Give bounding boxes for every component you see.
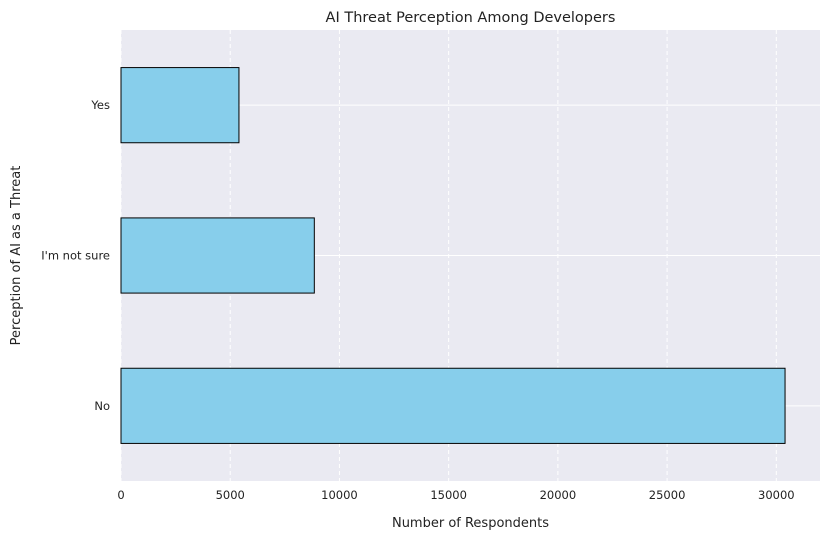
bars [120, 67, 786, 444]
y-tick-label: I'm not sure [41, 249, 110, 263]
bar-yes [120, 67, 240, 144]
x-tick-label: 30000 [758, 488, 795, 502]
bar-i-m-not-sure [120, 217, 315, 294]
y-tick-label: No [94, 399, 110, 413]
x-tick-label: 25000 [649, 488, 686, 502]
x-tick-label: 20000 [540, 488, 577, 502]
chart-title: AI Threat Perception Among Developers [326, 10, 616, 26]
y-tick-labels: Yes I'm not sure No [41, 98, 110, 413]
x-tick-label: 0 [117, 488, 124, 502]
y-tick-label: Yes [90, 98, 110, 112]
x-axis-label: Number of Respondents [392, 516, 549, 531]
x-tick-labels: 0 5000 10000 15000 20000 25000 30000 [117, 488, 794, 502]
bar-no [120, 367, 786, 444]
x-tick-label: 10000 [321, 488, 358, 502]
x-tick-label: 5000 [216, 488, 245, 502]
y-axis-label: Perception of AI as a Threat [9, 166, 24, 346]
x-tick-label: 15000 [430, 488, 467, 502]
